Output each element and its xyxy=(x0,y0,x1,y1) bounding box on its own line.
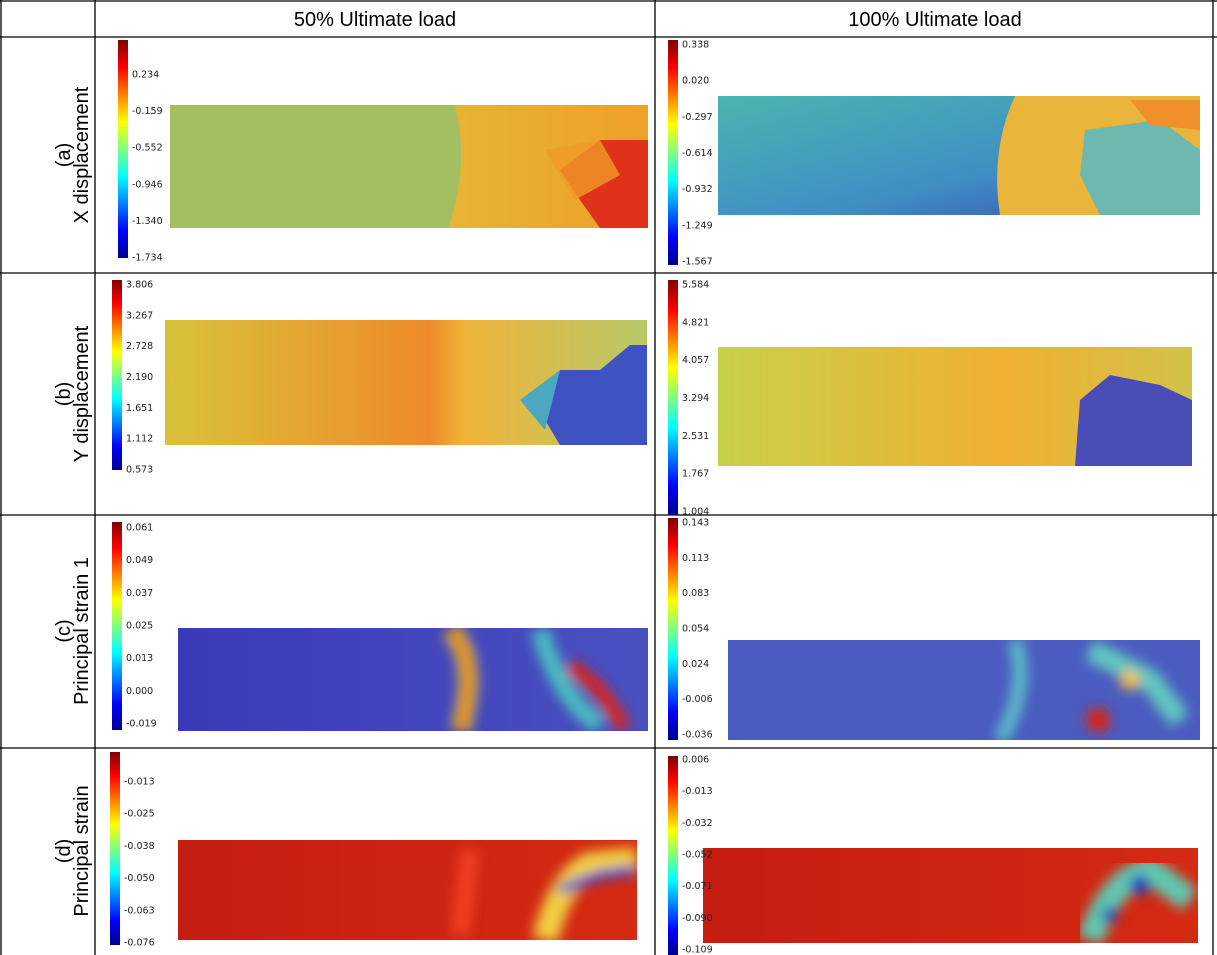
colorbar-tick-label: 0.234 xyxy=(132,70,159,81)
colorbar-tick-label: -0.932 xyxy=(682,184,713,195)
colorbar-tick-label: 0.025 xyxy=(126,621,153,632)
colorbar-tick-label: -0.038 xyxy=(124,841,155,852)
colorbar-tick-label: -0.019 xyxy=(126,719,157,730)
colorbar-tick-label: -0.006 xyxy=(682,694,713,705)
colorbar-tick-label: 2.190 xyxy=(126,372,153,383)
colorbar-tick-label: 0.054 xyxy=(682,624,709,635)
colorbar-tick-label: 2.728 xyxy=(126,341,153,352)
colorbar-tick-label: -0.032 xyxy=(682,818,713,829)
row-name: Principal strain xyxy=(71,785,93,916)
colorbar-tick-label: -0.036 xyxy=(682,730,713,741)
row-name: X displacement xyxy=(71,86,93,223)
colorbar-tick-label: -1.340 xyxy=(132,216,163,227)
colorbar xyxy=(668,40,678,265)
row-name: Y displacement xyxy=(71,325,93,462)
colorbar-tick-label: 0.049 xyxy=(126,555,153,566)
colorbar xyxy=(112,280,122,470)
contour-d-50 xyxy=(178,840,637,940)
colorbar-tick-label: 0.000 xyxy=(126,686,153,697)
colorbar-tick-label: 4.821 xyxy=(682,317,709,328)
colorbar-tick-label: 0.573 xyxy=(126,465,153,476)
colorbar-tick-label: 0.338 xyxy=(682,40,709,51)
colorbar xyxy=(118,40,128,258)
contour-b-100 xyxy=(718,347,1192,466)
colorbar-tick-label: 3.806 xyxy=(126,280,153,291)
colorbar-tick-label: -0.090 xyxy=(682,913,713,924)
colorbar-tick-label: -0.946 xyxy=(132,179,163,190)
colorbar-tick-label: 1.767 xyxy=(682,469,709,480)
colorbar-tick-label: 0.143 xyxy=(682,518,709,529)
contour-c-100 xyxy=(728,640,1200,740)
colorbar-tick-label: -0.614 xyxy=(682,148,713,159)
colorbar-tick-label: -0.063 xyxy=(124,905,155,916)
colorbar-tick-label: -0.071 xyxy=(682,881,713,892)
colorbar-tick-label: 0.083 xyxy=(682,588,709,599)
colorbar-tick-label: 4.057 xyxy=(682,355,709,366)
colorbar-tick-label: -0.159 xyxy=(132,106,163,117)
colorbar-tick-label: -1.567 xyxy=(682,257,713,268)
column-header: 50% Ultimate load xyxy=(294,9,456,31)
colorbar-tick-label: -1.249 xyxy=(682,220,713,231)
colorbar-tick-label: -0.297 xyxy=(682,112,713,123)
colorbar-tick-label: 0.037 xyxy=(126,588,153,599)
colorbar-tick-label: 0.020 xyxy=(682,76,709,87)
contour-c-50 xyxy=(178,628,648,731)
colorbar-tick-label: 0.113 xyxy=(682,553,709,564)
colorbar-tick-label: 0.024 xyxy=(682,659,709,670)
contour-a-100 xyxy=(718,96,1200,215)
colorbar-tick-label: -0.025 xyxy=(124,809,155,820)
colorbar-tick-label: -0.076 xyxy=(124,938,155,949)
colorbar-tick-label: 0.013 xyxy=(126,653,153,664)
colorbar-tick-label: -0.013 xyxy=(682,786,713,797)
colorbar xyxy=(110,752,120,945)
colorbar-tick-label: -1.734 xyxy=(132,253,163,264)
column-header: 100% Ultimate load xyxy=(848,9,1021,31)
colorbar-tick-label: 3.294 xyxy=(682,393,709,404)
colorbar-tick-label: -0.109 xyxy=(682,945,713,955)
colorbar xyxy=(668,756,678,955)
colorbar xyxy=(668,280,678,515)
row-name: Principal strain 1 xyxy=(71,557,93,705)
colorbar-tick-label: -0.052 xyxy=(682,850,713,861)
colorbar-tick-label: 3.267 xyxy=(126,310,153,321)
contour-b-50 xyxy=(165,320,647,445)
colorbar-tick-label: 2.531 xyxy=(682,431,709,442)
colorbar-tick-label: -0.552 xyxy=(132,143,163,154)
colorbar xyxy=(112,522,122,730)
figure-table: 50% Ultimate load 100% Ultimate load (a)… xyxy=(0,0,1217,955)
colorbar-tick-label: -0.013 xyxy=(124,777,155,788)
colorbar-tick-label: 1.112 xyxy=(126,434,153,445)
colorbar-tick-label: 1.651 xyxy=(126,403,153,414)
contour-d-100 xyxy=(703,848,1198,943)
page: 50% Ultimate load 100% Ultimate load (a)… xyxy=(0,0,1217,955)
colorbar-tick-label: 5.584 xyxy=(682,280,709,291)
colorbar-tick-label: -0.050 xyxy=(124,873,155,884)
colorbar-tick-label: 1.004 xyxy=(682,507,709,518)
contour-a-50 xyxy=(170,105,648,228)
colorbar-tick-label: 0.006 xyxy=(682,755,709,766)
colorbar-tick-label: 0.061 xyxy=(126,523,153,534)
colorbar xyxy=(668,518,678,740)
